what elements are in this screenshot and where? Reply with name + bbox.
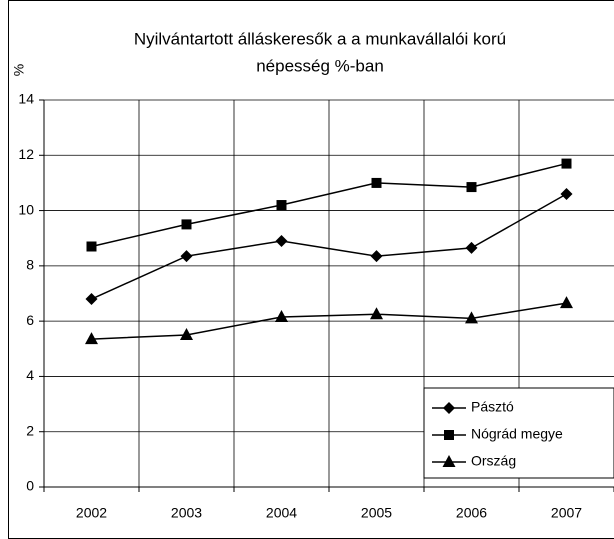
marker — [85, 332, 98, 345]
marker — [275, 309, 288, 322]
y-tick-label: 10 — [18, 201, 34, 217]
y-tick-label: 2 — [26, 422, 34, 438]
marker — [370, 307, 383, 320]
marker — [442, 455, 456, 467]
chart-title: Nyilvántartott álláskeresők a a munkavál… — [134, 29, 506, 48]
marker — [85, 293, 98, 306]
y-tick-label: 14 — [18, 91, 34, 107]
x-tick-label: 2002 — [76, 505, 107, 521]
marker — [560, 296, 573, 309]
marker — [560, 187, 573, 200]
y-tick-label: 0 — [26, 478, 34, 494]
y-tick-label: 12 — [18, 146, 34, 162]
series-line — [91, 193, 567, 300]
y-tick-label: 6 — [26, 312, 34, 328]
x-tick-label: 2005 — [361, 505, 392, 521]
marker — [371, 177, 382, 188]
x-tick-label: 2007 — [551, 505, 582, 521]
marker — [370, 250, 383, 263]
marker — [561, 158, 572, 169]
marker — [181, 219, 192, 230]
x-tick-label: 2006 — [456, 505, 487, 521]
y-tick-label: 4 — [26, 367, 34, 383]
marker — [180, 250, 193, 263]
chart-title: népesség %-ban — [256, 56, 384, 75]
y-axis-label: % — [11, 64, 27, 76]
marker — [180, 327, 193, 340]
legend-label: Pásztó — [471, 399, 514, 415]
marker — [276, 200, 287, 211]
legend-label: Nógrád megye — [471, 426, 563, 442]
marker — [275, 234, 288, 247]
series-line — [91, 162, 567, 248]
legend-box — [423, 387, 614, 479]
marker — [465, 311, 478, 324]
x-tick-label: 2004 — [266, 505, 297, 521]
legend: Pásztó Nógrád megye Ország — [423, 387, 614, 479]
marker — [466, 182, 477, 193]
marker — [443, 402, 455, 414]
legend-label: Ország — [471, 453, 516, 469]
marker — [86, 241, 97, 252]
marker — [444, 430, 454, 440]
series-line — [91, 302, 567, 340]
y-tick-label: 8 — [26, 257, 34, 273]
x-tick-label: 2003 — [171, 505, 202, 521]
marker — [465, 241, 478, 254]
